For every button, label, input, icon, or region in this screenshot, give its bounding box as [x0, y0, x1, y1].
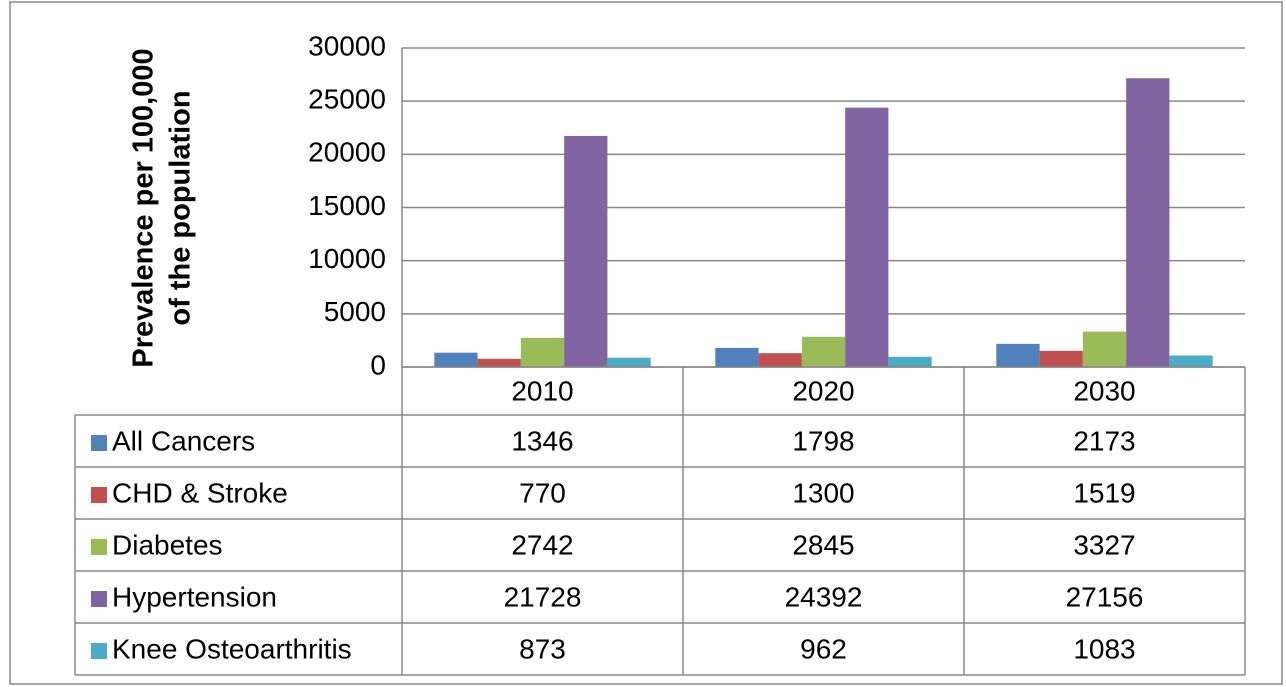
- legend-label: CHD & Stroke: [112, 477, 288, 508]
- bar: [845, 107, 889, 367]
- legend-swatch: [91, 591, 107, 607]
- table-cell: 1300: [792, 477, 854, 508]
- legend-label: Diabetes: [112, 529, 223, 560]
- x-tick-label: 2010: [511, 375, 573, 406]
- table-cell: 2742: [511, 529, 573, 560]
- bar: [1169, 355, 1213, 367]
- y-axis-label: Prevalence per 100,000: [128, 48, 160, 367]
- y-tick-label: 20000: [308, 137, 386, 168]
- table-cell: 2845: [792, 529, 854, 560]
- y-tick-label: 10000: [308, 243, 386, 274]
- y-tick-label: 30000: [308, 30, 386, 61]
- y-tick-label: 15000: [308, 190, 386, 221]
- bar: [1082, 331, 1127, 367]
- table-cell: 1519: [1073, 477, 1135, 508]
- table-cell: 24392: [785, 581, 863, 612]
- bar: [1039, 350, 1083, 367]
- bar: [607, 357, 651, 367]
- y-tick-label: 0: [370, 349, 386, 380]
- table-cell: 2173: [1073, 425, 1135, 456]
- y-axis-label: of the population: [165, 90, 197, 325]
- table-cell: 1083: [1073, 633, 1135, 664]
- bar: [996, 343, 1040, 367]
- table-cell: 770: [519, 477, 566, 508]
- y-tick-label: 25000: [308, 84, 386, 115]
- table-cell: 1798: [792, 425, 854, 456]
- legend-label: Knee Osteoarthritis: [112, 633, 352, 664]
- bar: [434, 352, 478, 367]
- x-tick-label: 2020: [792, 375, 854, 406]
- table-cell: 962: [800, 633, 847, 664]
- legend-swatch: [91, 487, 107, 503]
- legend-swatch: [91, 643, 107, 659]
- x-tick-label: 2030: [1073, 375, 1135, 406]
- legend-label: Hypertension: [112, 581, 277, 612]
- table-cell: 27156: [1066, 581, 1144, 612]
- bar: [1126, 78, 1170, 367]
- legend-swatch: [91, 539, 107, 555]
- bar: [715, 347, 759, 367]
- bar: [888, 356, 932, 367]
- bar: [564, 135, 608, 367]
- legend-swatch: [91, 435, 107, 451]
- table-cell: 3327: [1073, 529, 1135, 560]
- y-tick-label: 5000: [324, 296, 386, 327]
- bar: [520, 337, 565, 367]
- table-cell: 873: [519, 633, 566, 664]
- bar: [758, 353, 802, 367]
- bar: [801, 336, 846, 367]
- legend-label: All Cancers: [112, 425, 255, 456]
- table-cell: 1346: [511, 425, 573, 456]
- table-cell: 21728: [504, 581, 582, 612]
- bar: [477, 358, 521, 367]
